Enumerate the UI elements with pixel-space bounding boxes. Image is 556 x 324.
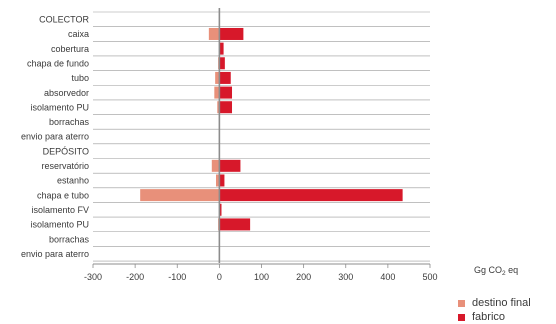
x-tick-label: 300 bbox=[338, 272, 353, 282]
legend-label-destino-final: destino final bbox=[472, 297, 531, 309]
category-label: COLECTOR bbox=[39, 15, 89, 25]
bar-fabrico bbox=[219, 57, 225, 70]
bar-destino-final bbox=[216, 174, 220, 187]
tick-labels: -300 -200 -100 0 100 200 300 400 500 bbox=[84, 272, 438, 282]
category-label: isolamento FV bbox=[31, 205, 89, 215]
legend-item-fabrico: fabrico bbox=[458, 310, 531, 324]
category-label: borrachas bbox=[49, 234, 90, 244]
category-label: isolamento PU bbox=[30, 102, 89, 112]
bar-fabrico bbox=[219, 27, 244, 40]
category-label: estanho bbox=[57, 176, 89, 186]
bar-fabrico bbox=[219, 71, 231, 84]
bar-fabrico bbox=[219, 86, 233, 99]
category-label: caixa bbox=[68, 29, 89, 39]
bar-fabrico bbox=[219, 203, 222, 216]
x-axis-unit: Gg CO2 eq bbox=[474, 265, 518, 277]
category-label: absorvedor bbox=[44, 88, 89, 98]
category-label: tubo bbox=[71, 73, 89, 83]
x-tick-label: -300 bbox=[84, 272, 102, 282]
legend: destino final fabrico bbox=[458, 296, 531, 324]
bar-fabrico bbox=[219, 101, 233, 114]
category-label: chapa de fundo bbox=[27, 58, 89, 68]
bar-destino-final bbox=[217, 101, 220, 114]
bar-fabrico bbox=[219, 189, 403, 202]
category-label: borrachas bbox=[49, 117, 90, 127]
bar-destino-final bbox=[211, 159, 220, 172]
category-labels: COLECTOR caixa cobertura chapa de fundo tubo… bbox=[21, 15, 90, 259]
x-tick-label: 200 bbox=[296, 272, 311, 282]
legend-item-destino-final: destino final bbox=[458, 296, 531, 310]
bar-fabrico bbox=[219, 42, 224, 55]
bar-fabrico bbox=[219, 159, 241, 172]
bar-destino-final bbox=[140, 189, 220, 202]
category-label: envio para aterro bbox=[21, 132, 89, 142]
bar-fabrico bbox=[219, 218, 251, 231]
category-label: DEPÓSITO bbox=[43, 146, 89, 156]
x-tick-label: -200 bbox=[126, 272, 144, 282]
bars bbox=[140, 27, 403, 231]
bar-destino-final bbox=[215, 71, 220, 84]
bar-destino-final bbox=[208, 27, 220, 40]
bar-fabrico bbox=[219, 174, 225, 187]
axes bbox=[92, 8, 431, 269]
category-label: cobertura bbox=[51, 44, 89, 54]
category-label: reservatório bbox=[41, 161, 89, 171]
legend-swatch-destino-final bbox=[458, 299, 465, 307]
bar-destino-final bbox=[214, 86, 220, 99]
category-label: chapa e tubo bbox=[37, 190, 89, 200]
x-tick-label: 0 bbox=[217, 272, 222, 282]
category-label: isolamento PU bbox=[30, 220, 89, 230]
category-label: envio para aterro bbox=[21, 249, 89, 259]
legend-swatch-fabrico bbox=[458, 313, 465, 321]
x-tick-label: 500 bbox=[422, 272, 437, 282]
gridlines bbox=[93, 11, 430, 262]
x-tick-label: -100 bbox=[168, 272, 186, 282]
x-tick-label: 100 bbox=[254, 272, 269, 282]
x-tick-label: 400 bbox=[380, 272, 395, 282]
legend-label-fabrico: fabrico bbox=[472, 311, 506, 323]
